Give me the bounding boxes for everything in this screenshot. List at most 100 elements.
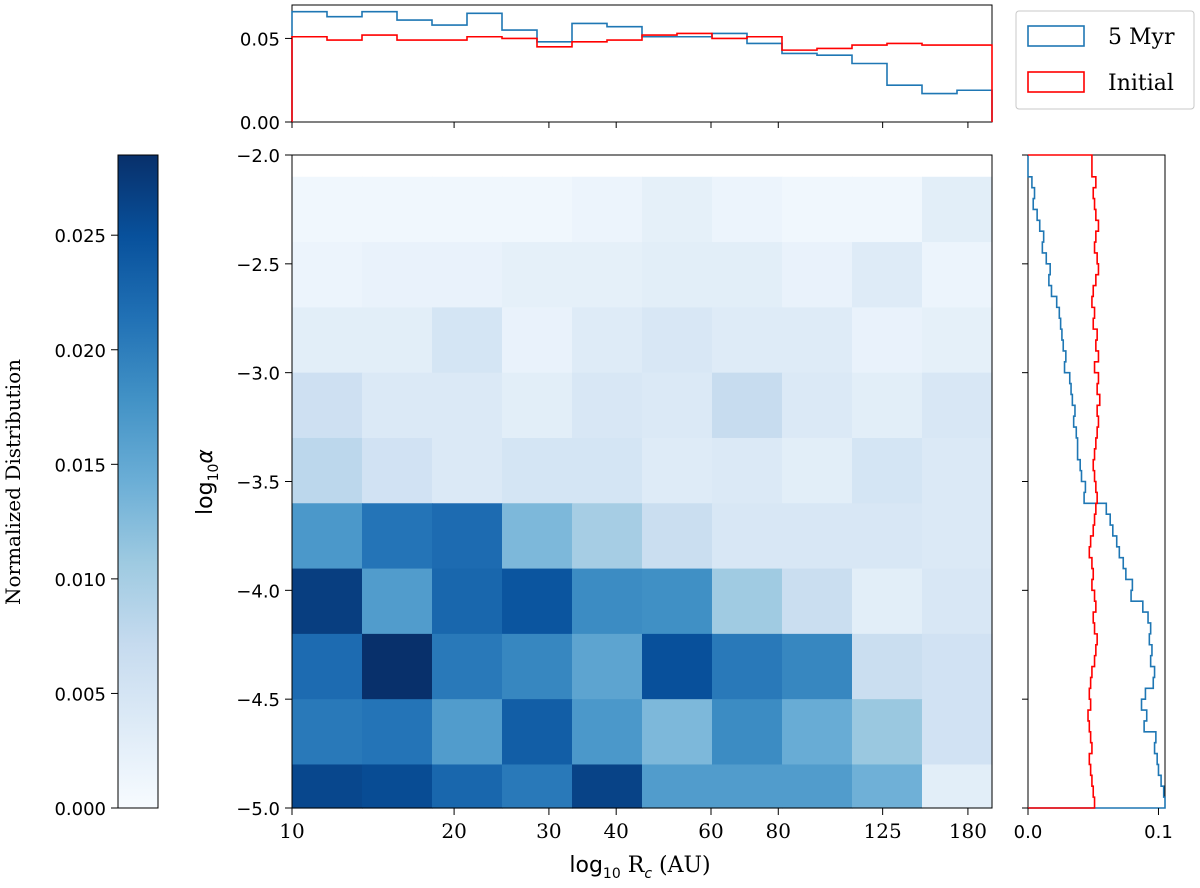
heatmap-cell [782, 633, 853, 700]
heatmap-cell [712, 699, 783, 766]
heatmap-x-ticks: 10 20 30 40 60 80 125 180 [279, 808, 987, 843]
heatmap-cell [362, 764, 433, 809]
heatmap-cell [852, 307, 923, 374]
heatmap-cell [852, 372, 923, 439]
heatmap-cell [922, 699, 993, 766]
heatmap-cell [782, 503, 853, 570]
colorbar-tick-label: 0.010 [54, 570, 106, 591]
heatmap-cell [362, 503, 433, 570]
heatmap-cell [852, 176, 923, 243]
heatmap-cell [642, 633, 713, 700]
top-histogram: 0.00 0.05 [240, 4, 993, 134]
x-tick-label: 180 [949, 819, 987, 843]
heatmap-cell [712, 503, 783, 570]
heatmap-cell [852, 503, 923, 570]
heatmap-cell [502, 307, 573, 374]
heatmap-cell [292, 568, 363, 635]
heatmap-cell [502, 503, 573, 570]
heatmap-cell [362, 568, 433, 635]
heatmap-cell [712, 764, 783, 809]
heatmap-cell [782, 307, 853, 374]
heatmap-cell [852, 568, 923, 635]
heatmap-cell [642, 503, 713, 570]
x-tick-label: 40 [603, 819, 628, 843]
y-tick-label: −2.5 [236, 255, 280, 276]
y-tick-label: −3.0 [236, 364, 280, 385]
heatmap-cell [782, 242, 853, 308]
heatmap-cell [572, 633, 643, 700]
heatmap-cell [712, 176, 783, 243]
colorbar-ticks: 0.000 0.005 0.010 0.015 0.020 0.025 [54, 226, 118, 820]
heatmap-cell [572, 568, 643, 635]
heatmap-cell [432, 307, 503, 374]
right-histogram-steps [1027, 154, 1166, 809]
heatmap-cell [432, 372, 503, 439]
colorbar-tick-label: 0.005 [54, 684, 106, 705]
heatmap-cell [292, 372, 363, 439]
heatmap-cell [782, 372, 853, 439]
heatmap-cell [572, 699, 643, 766]
heatmap-cell [572, 242, 643, 308]
y-tick-label: −5.0 [236, 799, 280, 820]
heatmap-cell [292, 437, 363, 504]
colorbar-gradient [117, 154, 159, 809]
heatmap-cell [642, 176, 713, 243]
top-y-tick-label: 0.05 [240, 29, 280, 50]
y-tick-label: −2.0 [236, 146, 280, 167]
heatmap-cell [502, 699, 573, 766]
heatmap-cells [292, 176, 993, 809]
heatmap-cell [852, 437, 923, 504]
heatmap-cell [502, 176, 573, 243]
heatmap-cell [362, 176, 433, 243]
heatmap-cell [572, 764, 643, 809]
heatmap-cell [502, 372, 573, 439]
colorbar: 0.000 0.005 0.010 0.015 0.020 0.025 Normalize… [1, 154, 159, 820]
top-histogram-steps [291, 10, 993, 122]
legend-label: 5 Myr [1108, 25, 1175, 50]
heatmap: 10 20 30 40 60 80 125 180 −2.0−2.5−3.0−3.5−4.0−… [193, 146, 993, 882]
heatmap-cell [782, 176, 853, 243]
colorbar-label: Normalized Distribution [1, 359, 25, 605]
heatmap-cell [642, 699, 713, 766]
heatmap-cell [712, 372, 783, 439]
heatmap-cell [642, 307, 713, 374]
heatmap-cell [432, 176, 503, 243]
x-tick-label: 80 [766, 819, 791, 843]
heatmap-cell [852, 633, 923, 700]
heatmap-cell [432, 503, 503, 570]
right-histogram-ticks: 0.0 0.1 [1014, 154, 1173, 843]
colorbar-tick-label: 0.020 [54, 341, 106, 362]
heatmap-cell [292, 764, 363, 809]
y-tick-label: −3.5 [236, 473, 280, 494]
heatmap-cell [432, 764, 503, 809]
heatmap-cell [292, 242, 363, 308]
legend-frame [1015, 10, 1195, 110]
heatmap-cell [712, 568, 783, 635]
heatmap-cell [292, 699, 363, 766]
heatmap-cell [782, 764, 853, 809]
top-y-tick-label: 0.00 [240, 113, 280, 134]
x-tick-label: 10 [279, 819, 304, 843]
heatmap-cell [782, 568, 853, 635]
colorbar-tick-label: 0.015 [54, 455, 106, 476]
heatmap-cell [712, 307, 783, 374]
right-histogram-series-initial [1028, 154, 1101, 809]
heatmap-cell [362, 633, 433, 700]
right-histogram: 0.0 0.1 [1014, 154, 1173, 843]
y-axis-title: log10α [193, 449, 222, 515]
heatmap-cell [502, 764, 573, 809]
heatmap-cell [502, 633, 573, 700]
heatmap-cell [572, 437, 643, 504]
x-tick-label: 125 [864, 819, 902, 843]
x-tick-label: 20 [441, 819, 466, 843]
heatmap-cell [922, 503, 993, 570]
top-histogram-ticks: 0.00 0.05 [240, 29, 969, 134]
heatmap-cell [432, 568, 503, 635]
heatmap-cell [362, 307, 433, 374]
right-x-tick-label: 0.1 [1144, 822, 1173, 843]
heatmap-cell [922, 242, 993, 308]
heatmap-cell [642, 568, 713, 635]
heatmap-cell [362, 372, 433, 439]
heatmap-cell [712, 242, 783, 308]
heatmap-cell [642, 242, 713, 308]
